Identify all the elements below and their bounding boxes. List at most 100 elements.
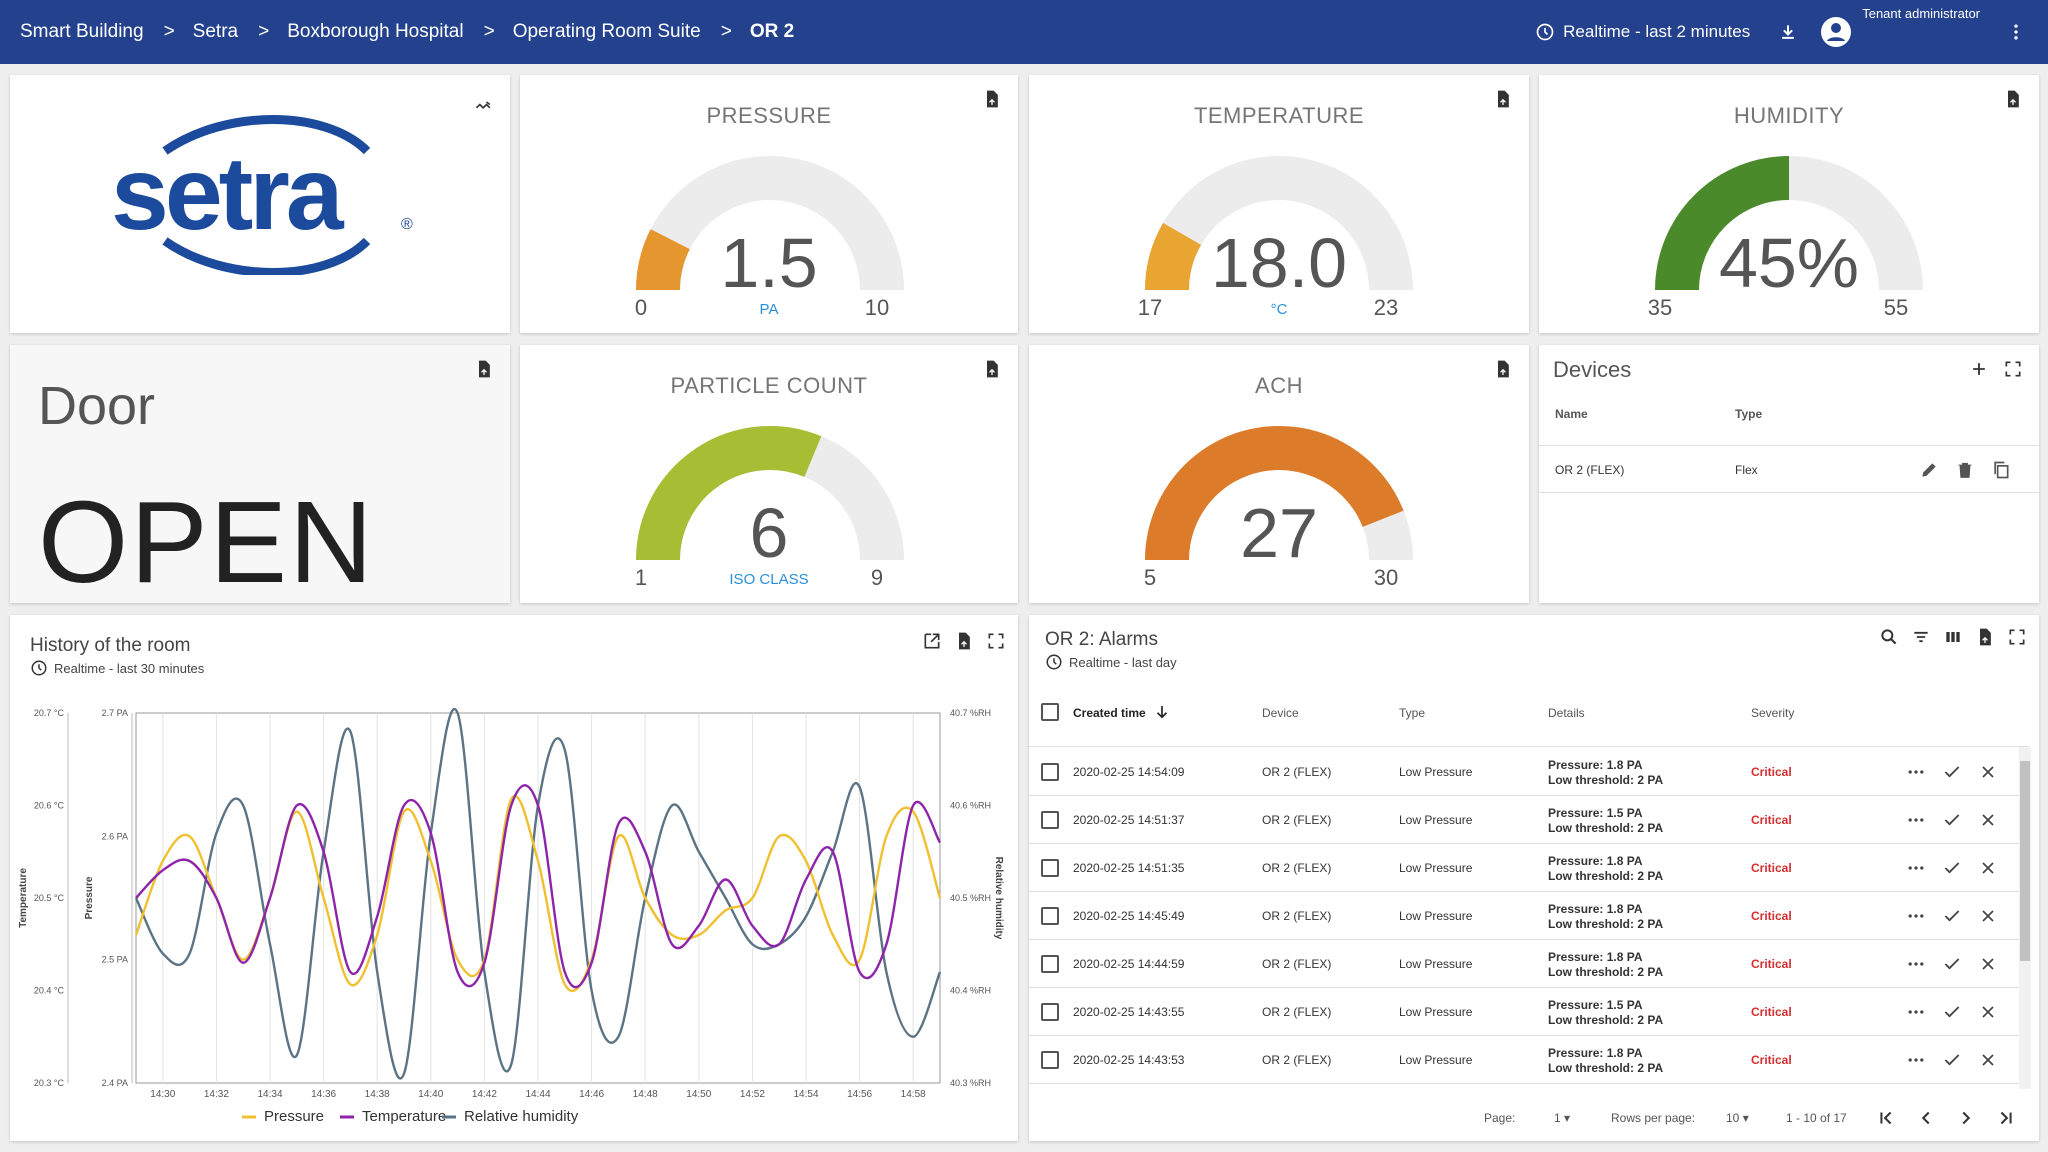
more-horizontal-icon[interactable] [1906,954,1926,974]
column-header-type[interactable]: Type [1399,706,1426,720]
legend-label[interactable]: Pressure [264,1108,324,1125]
more-horizontal-icon[interactable] [1906,762,1926,782]
clear-alarm-icon[interactable] [1978,762,1998,782]
last-page-icon[interactable] [1995,1107,2017,1129]
delete-icon[interactable] [1955,460,1975,480]
x-tick-label: 14:40 [418,1089,443,1100]
clear-alarm-icon[interactable] [1978,1050,1998,1070]
columns-icon[interactable] [1943,627,1963,647]
column-header-created[interactable]: Created time [1073,706,1146,720]
first-page-icon[interactable] [1875,1107,1897,1129]
history-timespan[interactable]: Realtime - last 30 minutes [30,659,204,677]
breadcrumb-setra[interactable]: Setra [192,21,239,42]
acknowledge-check-icon[interactable] [1942,858,1962,878]
acknowledge-check-icon[interactable] [1942,1002,1962,1022]
alarms-scrollbar[interactable] [2019,747,2031,1089]
scrollbar-thumb[interactable] [2020,761,2030,961]
row-checkbox[interactable] [1041,955,1059,973]
alarm-row[interactable]: 2020-02-25 14:51:37 OR 2 (FLEX) Low Pressu… [1029,796,2029,844]
page-select[interactable]: 1 ▾ [1554,1111,1571,1125]
breadcrumb-current: OR 2 [749,21,795,42]
alarm-row[interactable]: 2020-02-25 14:43:53 OR 2 (FLEX) Low Pressu… [1029,1036,2029,1084]
export-file-icon[interactable] [1975,627,1995,647]
alarms-timespan[interactable]: Realtime - last day [1045,653,1177,671]
clear-alarm-icon[interactable] [1978,906,1998,926]
alarm-details: Pressure: 1.8 PA Low threshold: 2 PA [1548,758,1663,788]
realtime-selector[interactable]: Realtime - last 2 minutes [1535,22,1750,42]
row-checkbox[interactable] [1041,859,1059,877]
acknowledge-check-icon[interactable] [1942,762,1962,782]
more-horizontal-icon[interactable] [1906,810,1926,830]
export-file-icon[interactable] [1493,359,1513,379]
row-checkbox[interactable] [1041,907,1059,925]
door-card: Door OPEN [10,345,510,607]
fullscreen-icon[interactable] [2003,359,2023,379]
edit-icon[interactable] [1919,460,1939,480]
column-header-name[interactable]: Name [1555,407,1588,421]
humidity-gauge-card: HUMIDITY 45% 35 55 [1539,75,2039,333]
more-horizontal-icon[interactable] [1906,1002,1926,1022]
temperature-tick-label: 20.6 °C [34,801,65,811]
device-row[interactable]: OR 2 (FLEX) Flex [1539,445,2039,493]
column-header-severity[interactable]: Severity [1751,706,1795,720]
alarm-row[interactable]: 2020-02-25 14:45:49 OR 2 (FLEX) Low Pressu… [1029,892,2029,940]
fullscreen-icon[interactable] [986,631,1006,651]
gauge-fill [1655,156,1790,291]
column-header-type[interactable]: Type [1735,407,1763,421]
legend-label[interactable]: Relative humidity [464,1108,579,1125]
search-icon[interactable] [1879,627,1899,647]
breadcrumb-smart-building[interactable]: Smart Building [20,21,144,42]
fullscreen-icon[interactable] [2007,627,2027,647]
rows-per-page-select[interactable]: 10 ▾ [1726,1111,1749,1125]
export-file-icon[interactable] [954,631,974,651]
temperature-gauge [1145,156,1413,291]
column-header-device[interactable]: Device [1262,706,1299,720]
next-page-icon[interactable] [1955,1107,1977,1129]
clear-alarm-icon[interactable] [1978,954,1998,974]
acknowledge-check-icon[interactable] [1942,1050,1962,1070]
gauge-unit: ISO CLASS [729,571,809,588]
user-menu[interactable]: Tenant administrator [1820,6,1980,48]
acknowledge-check-icon[interactable] [1942,810,1962,830]
row-checkbox[interactable] [1041,811,1059,829]
row-checkbox[interactable] [1041,1051,1059,1069]
alarm-row[interactable]: 2020-02-25 14:44:59 OR 2 (FLEX) Low Pressu… [1029,940,2029,988]
alarm-row[interactable]: 2020-02-25 14:54:09 OR 2 (FLEX) Low Pressu… [1029,748,2029,796]
row-checkbox[interactable] [1041,1003,1059,1021]
more-horizontal-icon[interactable] [1906,858,1926,878]
breadcrumb: Smart Building > Setra > Boxborough Hosp… [0,21,794,43]
sort-desc-icon[interactable] [1153,703,1171,721]
filter-icon[interactable] [1911,627,1931,647]
copy-icon[interactable] [1991,460,2011,480]
download-button[interactable] [1774,18,1802,46]
breadcrumb-suite[interactable]: Operating Room Suite [512,21,701,42]
clear-alarm-icon[interactable] [1978,1002,1998,1022]
humidity-axis-title: Relative humidity [993,857,1004,940]
trend-icon[interactable] [474,97,494,117]
acknowledge-check-icon[interactable] [1942,954,1962,974]
alarm-row[interactable]: 2020-02-25 14:43:55 OR 2 (FLEX) Low Pressu… [1029,988,2029,1036]
gauge-max: 55 [1883,295,1909,320]
column-header-details[interactable]: Details [1548,706,1585,720]
previous-page-icon[interactable] [1915,1107,1937,1129]
alarm-row[interactable]: 2020-02-25 14:51:35 OR 2 (FLEX) Low Pressu… [1029,844,2029,892]
export-file-icon[interactable] [2003,89,2023,109]
export-file-icon[interactable] [474,359,494,379]
more-menu-button[interactable] [2002,18,2030,46]
more-horizontal-icon[interactable] [1906,1050,1926,1070]
legend-label[interactable]: Temperature [362,1108,446,1125]
open-in-new-icon[interactable] [922,631,942,651]
acknowledge-check-icon[interactable] [1942,906,1962,926]
add-icon[interactable] [1969,359,1989,379]
ach-gauge [1145,426,1413,561]
export-file-icon[interactable] [982,89,1002,109]
export-file-icon[interactable] [982,359,1002,379]
gauge-max: 9 [870,565,884,590]
more-horizontal-icon[interactable] [1906,906,1926,926]
row-checkbox[interactable] [1041,763,1059,781]
breadcrumb-hospital[interactable]: Boxborough Hospital [287,21,464,42]
clear-alarm-icon[interactable] [1978,858,1998,878]
export-file-icon[interactable] [1493,89,1513,109]
select-all-checkbox[interactable] [1041,703,1059,721]
clear-alarm-icon[interactable] [1978,810,1998,830]
